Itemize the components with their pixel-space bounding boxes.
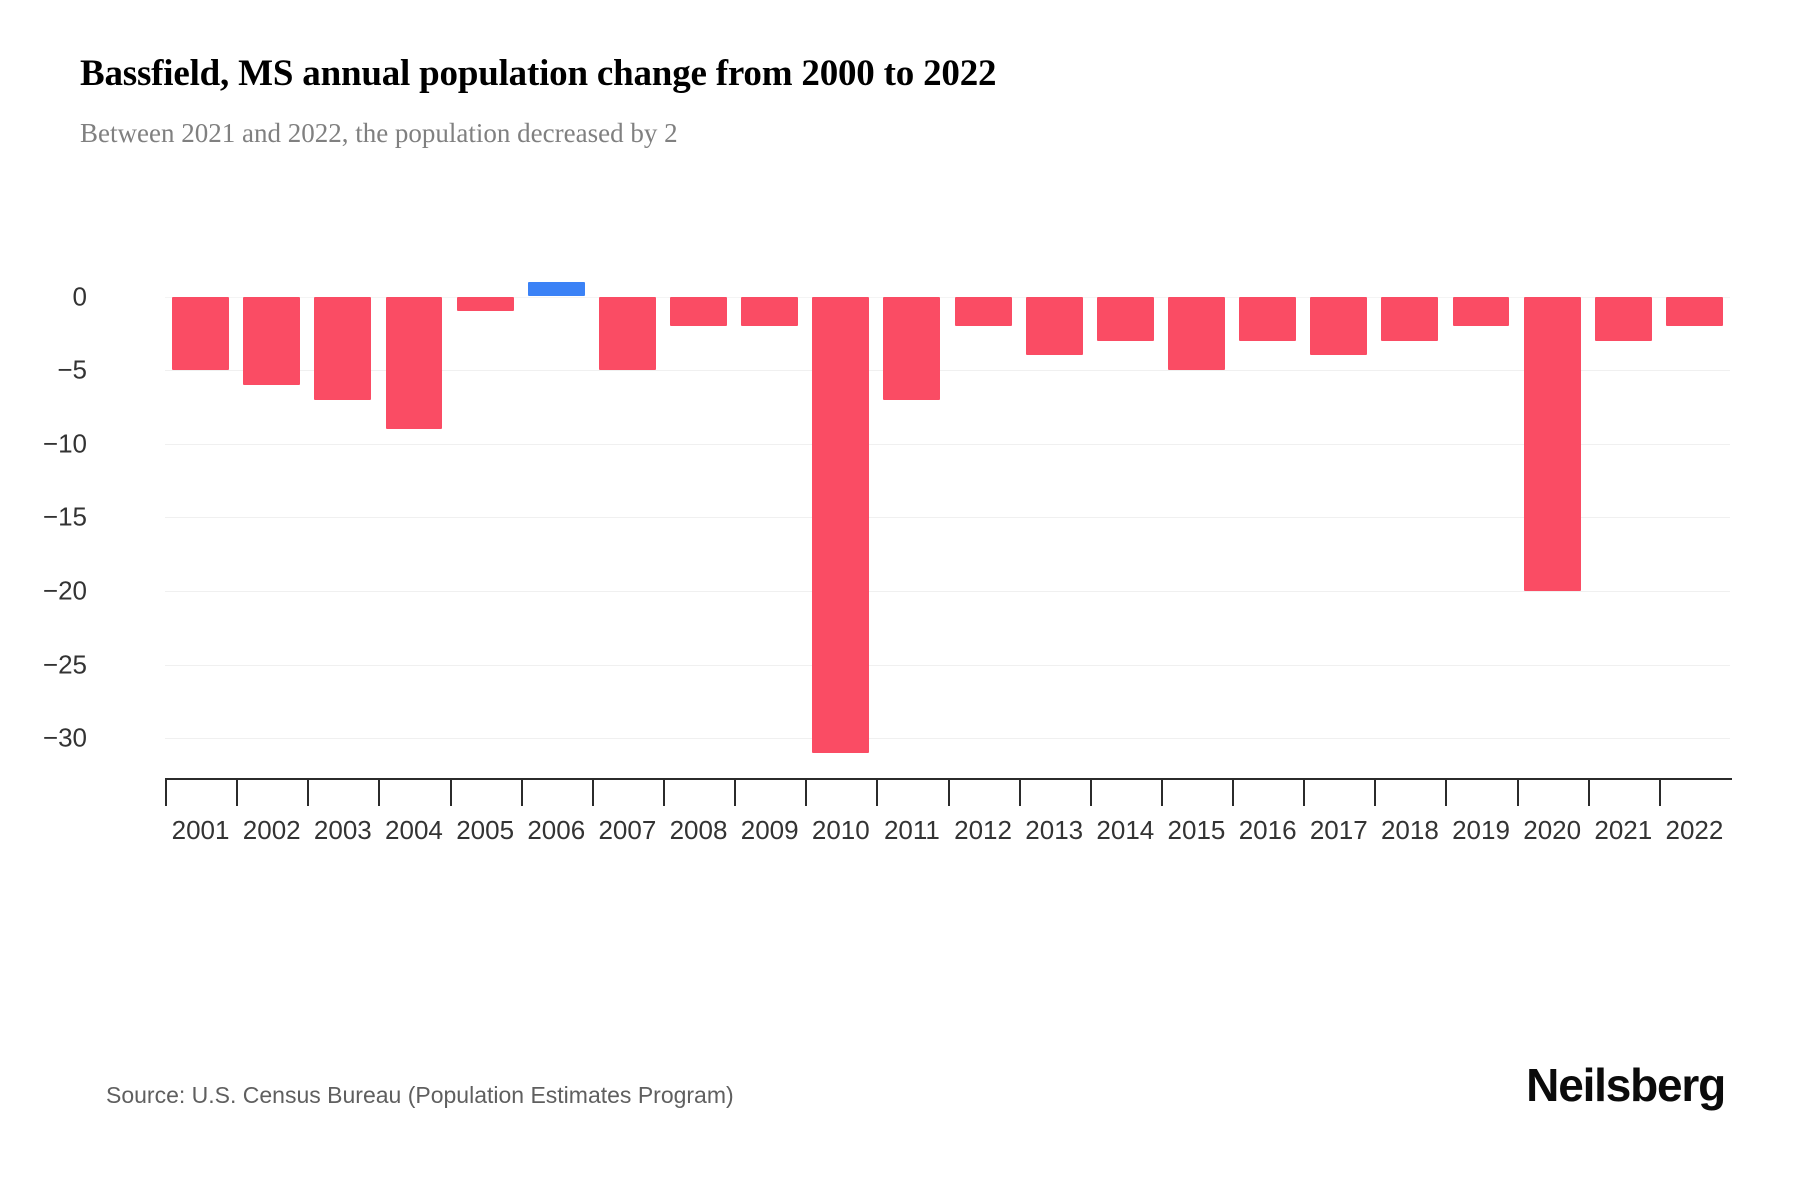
bar[interactable]: [812, 296, 870, 753]
x-axis-tick-label: 2009: [740, 815, 799, 845]
x-axis-tick: [662, 780, 665, 806]
bar[interactable]: [527, 281, 585, 297]
bar[interactable]: [1096, 296, 1154, 341]
gridline: [165, 517, 1730, 519]
y-axis-tick-label: −25: [42, 649, 87, 680]
x-axis-tick-label: 2007: [598, 815, 657, 845]
x-axis-tick: [1587, 780, 1590, 806]
x-axis-tick: [1374, 780, 1377, 806]
x-axis-tick: [1658, 780, 1661, 806]
x-axis-tick: [307, 780, 310, 806]
bar[interactable]: [1310, 296, 1368, 356]
x-axis-tick-label: 2013: [1025, 815, 1084, 845]
x-axis-tick-label: 2022: [1665, 815, 1724, 845]
x-axis-tick: [734, 780, 737, 806]
x-axis-tick: [378, 780, 381, 806]
x-axis-tick-label: 2018: [1380, 815, 1439, 845]
x-axis-tick-label: 2006: [527, 815, 586, 845]
x-axis-tick-label: 2016: [1238, 815, 1297, 845]
x-axis-tick-label: 2004: [385, 815, 443, 845]
x-axis-tick: [1160, 780, 1163, 806]
page-title: Bassfield, MS annual population change f…: [80, 53, 997, 94]
bar[interactable]: [670, 296, 727, 326]
x-axis-tick: [1303, 780, 1306, 806]
x-axis-tick-label: 2010: [811, 815, 870, 845]
x-axis-tick: [591, 780, 594, 806]
x-axis-tick-label: 2014: [1096, 815, 1155, 845]
x-axis-tick: [236, 780, 239, 806]
x-axis-tick-label: 2020: [1523, 815, 1582, 845]
gridline: [165, 590, 1730, 592]
y-axis-tick-label: −30: [42, 722, 87, 753]
y-axis-tick-label: −10: [42, 428, 87, 459]
plot-area: 0 −5 −10 −15 −20 −25 −30: [43, 270, 1730, 775]
bar[interactable]: [954, 296, 1012, 326]
y-axis-tick-label: 0: [72, 281, 87, 311]
bar[interactable]: [314, 296, 372, 400]
x-axis-tick-label: 2003: [313, 815, 372, 845]
x-axis-tick-label: 2001: [171, 815, 230, 845]
x-axis-tick-label: 2021: [1594, 815, 1653, 845]
x-axis-tick: [947, 780, 950, 806]
bar[interactable]: [1452, 296, 1510, 326]
x-axis-tick: [165, 780, 167, 806]
bar[interactable]: [456, 296, 514, 312]
x-axis-tick-label: 2012: [954, 815, 1012, 845]
bar[interactable]: [243, 296, 301, 385]
gridline: [165, 443, 1730, 445]
x-axis-tick: [449, 780, 452, 806]
x-axis-tick-label: 2011: [883, 815, 940, 845]
x-axis-tick: [1232, 780, 1235, 806]
gridline: [165, 738, 1730, 740]
bar[interactable]: [1381, 296, 1439, 341]
page-subtitle: Between 2021 and 2022, the population de…: [80, 118, 678, 148]
bar[interactable]: [741, 296, 799, 326]
bar[interactable]: [1523, 296, 1581, 591]
x-axis-tick: [1089, 780, 1092, 806]
x-axis-tick: [1516, 780, 1519, 806]
brand-logo: Neilsberg: [1526, 1059, 1726, 1111]
zero-line: [165, 296, 1730, 298]
bar[interactable]: [598, 296, 656, 371]
y-axis-tick-label: −5: [57, 354, 87, 385]
y-axis-tick-label: −20: [42, 575, 87, 606]
x-axis-tick: [805, 780, 808, 806]
x-axis-tick-label: 2015: [1167, 815, 1226, 845]
x-axis-tick: [1018, 780, 1021, 806]
x-axis-tick: [1445, 780, 1448, 806]
bar[interactable]: [172, 296, 230, 371]
x-axis-tick: [876, 780, 879, 806]
gridline: [165, 370, 1730, 372]
bar[interactable]: [1239, 296, 1297, 341]
bar[interactable]: [883, 296, 941, 400]
bar[interactable]: [1594, 296, 1652, 341]
gridline: [165, 664, 1730, 666]
x-axis-tick-label: 2008: [669, 815, 728, 845]
x-axis-tick-label: 2005: [456, 815, 515, 845]
bar[interactable]: [385, 296, 443, 429]
x-axis-line: [165, 778, 1732, 780]
bar[interactable]: [1025, 296, 1083, 356]
source-note: Source: U.S. Census Bureau (Population E…: [106, 1082, 734, 1108]
x-axis-tick-label: 2017: [1309, 815, 1368, 845]
x-axis-tick-label: 2002: [242, 815, 301, 845]
bar[interactable]: [1168, 296, 1225, 371]
x-axis-tick-label: 2019: [1452, 815, 1510, 845]
bar[interactable]: [1665, 296, 1723, 326]
y-axis-tick-label: −15: [42, 501, 87, 532]
x-axis-tick: [520, 780, 523, 806]
